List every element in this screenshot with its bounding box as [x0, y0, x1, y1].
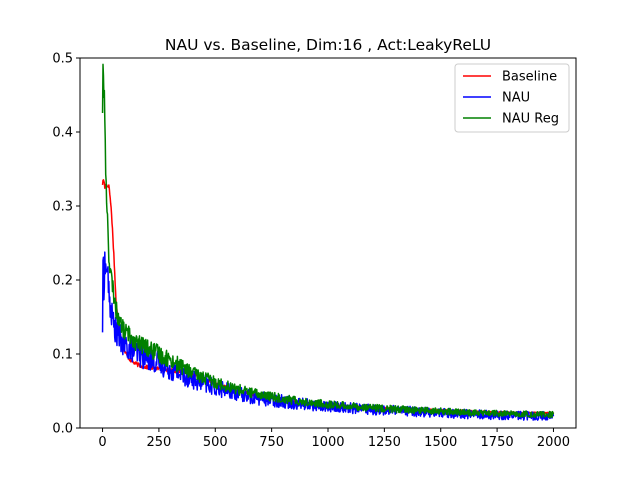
y-tick-label: 0.0: [52, 422, 73, 437]
legend-label-baseline: Baseline: [502, 70, 557, 85]
series-layer: [101, 63, 555, 421]
legend-label-nau: NAU: [502, 91, 530, 106]
x-tick-label: 1000: [311, 435, 344, 450]
x-tick-label: 1750: [481, 435, 514, 450]
x-tick-label: 500: [203, 435, 228, 450]
x-tick-label: 250: [146, 435, 171, 450]
x-tick-label: 0: [98, 435, 106, 450]
x-tick-label: 2000: [537, 435, 570, 450]
y-tick-label: 0.3: [52, 200, 73, 215]
y-tick-label: 0.2: [52, 274, 73, 289]
x-tick-label: 1250: [368, 435, 401, 450]
x-tick-label: 1500: [424, 435, 457, 450]
chart-title: NAU vs. Baseline, Dim:16 , Act:LeakyReLU: [165, 36, 491, 54]
y-tick-label: 0.4: [52, 126, 73, 141]
plot-frame: [79, 57, 577, 429]
y-tick-label: 0.1: [52, 348, 73, 363]
legend-label-nau-reg: NAU Reg: [502, 112, 559, 127]
series-line-nau-reg: [101, 63, 555, 419]
y-tick-label: 0.5: [52, 52, 73, 67]
ticks-layer: 0 250 500 750 1000 1250 1500 1750 2000 0.0 0.1 0.2 0…: [52, 52, 570, 451]
legend-box: [454, 63, 570, 133]
legend: Baseline NAU NAU Reg: [454, 63, 570, 133]
x-tick-label: 750: [259, 435, 284, 450]
